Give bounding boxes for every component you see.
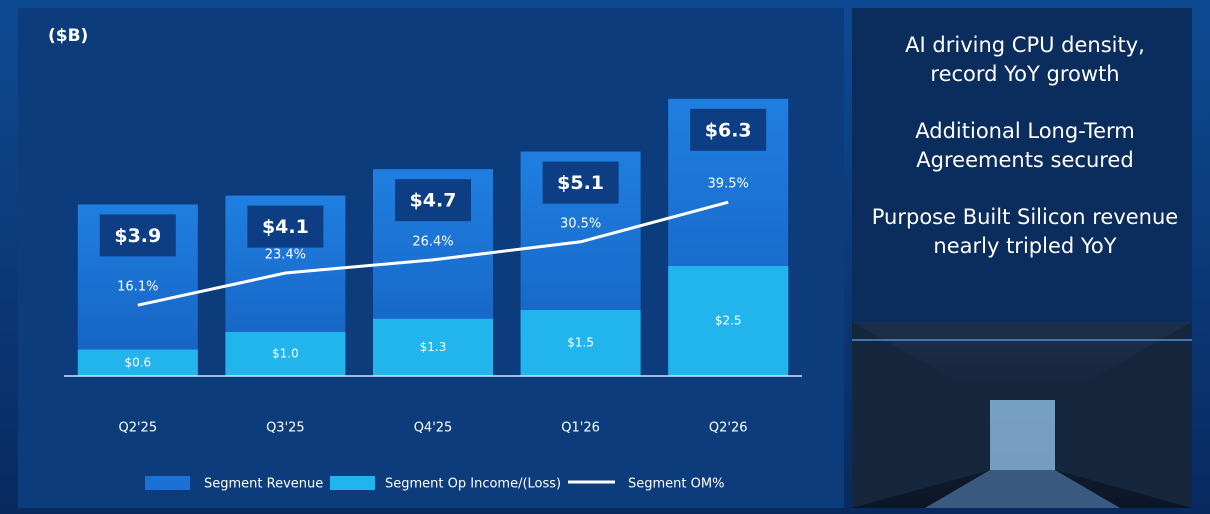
- legend-label: Segment OM%: [628, 477, 724, 492]
- point-text: AI driving CPU density,: [905, 33, 1145, 57]
- x-tick-label: Q2'25: [118, 421, 157, 436]
- value-label: $0.6: [124, 355, 151, 369]
- om-line: [137, 200, 729, 307]
- point-text: Agreements secured: [916, 148, 1133, 172]
- datacenter-image: [852, 322, 1192, 508]
- point-text: Additional Long-Term: [915, 119, 1134, 143]
- x-tick-label: Q4'25: [414, 421, 453, 436]
- bar: [373, 318, 493, 376]
- x-tick-label: Q2'26: [709, 421, 748, 436]
- value-label: 39.5%: [708, 177, 749, 192]
- value-label: 23.4%: [265, 248, 306, 263]
- point-text: nearly tripled YoY: [933, 234, 1116, 258]
- point-text: Purpose Built Silicon revenue: [872, 205, 1178, 229]
- legend-swatch: [330, 476, 375, 490]
- value-label: 26.4%: [412, 234, 453, 249]
- legend: Segment Revenue Segment Op Income/(Loss)…: [145, 476, 724, 492]
- value-label: $6.3: [705, 119, 752, 141]
- corridor-light: [990, 400, 1055, 470]
- value-label: $3.9: [114, 225, 161, 247]
- legend-label: Segment Op Income/(Loss): [385, 477, 561, 492]
- value-label: 16.1%: [117, 280, 158, 295]
- value-label: $2.5: [715, 314, 742, 328]
- value-box: [542, 161, 619, 204]
- side-text: AI driving CPU density, record YoY growt…: [872, 33, 1178, 258]
- value-label: $1.0: [272, 347, 299, 361]
- bar: [668, 266, 789, 376]
- rack-right: [1055, 322, 1192, 508]
- value-label: $1.3: [420, 340, 447, 354]
- value-box: [395, 179, 471, 222]
- value-label: $5.1: [557, 172, 604, 194]
- value-label: $4.1: [262, 216, 309, 238]
- value-box: [99, 214, 176, 257]
- unit-label: ($B): [48, 26, 88, 46]
- bar: [77, 349, 198, 376]
- value-label: 30.5%: [560, 216, 601, 231]
- legend-swatch: [145, 476, 190, 490]
- point-text: record YoY growth: [930, 62, 1119, 86]
- value-label: $4.7: [410, 190, 457, 212]
- bar: [520, 310, 641, 376]
- value-label: $1.5: [567, 336, 594, 350]
- rack-left: [852, 322, 990, 508]
- floor: [925, 470, 1120, 508]
- x-tick-label: Q3'25: [266, 421, 305, 436]
- value-box: [247, 205, 324, 248]
- legend-label: Segment Revenue: [204, 477, 323, 492]
- x-tick-label: Q1'26: [561, 421, 600, 436]
- value-box: [690, 108, 767, 151]
- bar: [225, 332, 346, 376]
